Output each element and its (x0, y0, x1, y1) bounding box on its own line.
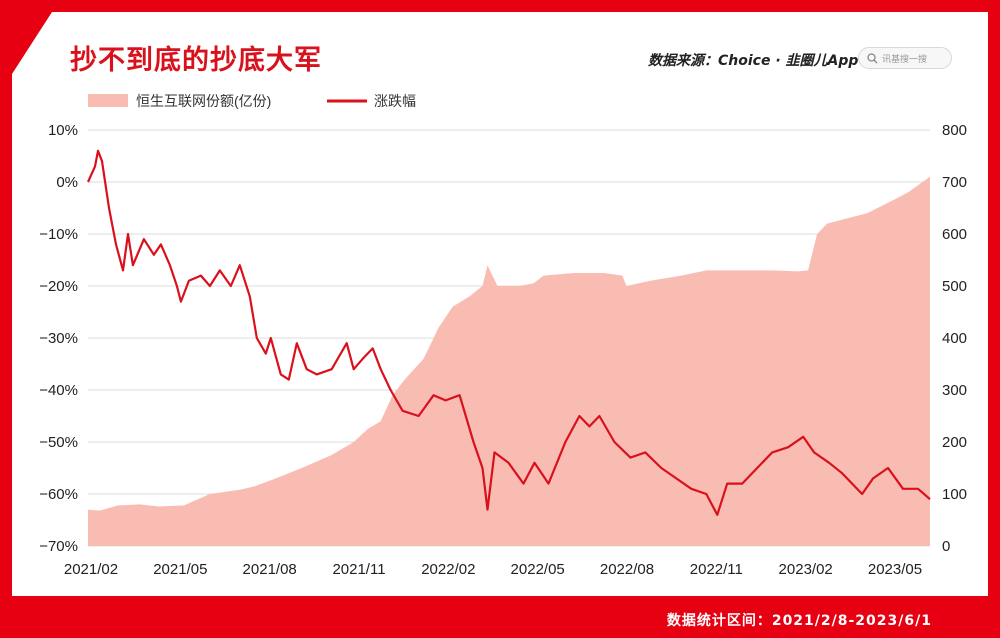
legend-label-area: 恒生互联网份额(亿份) (136, 93, 271, 109)
y-right-tick-label: 300 (942, 382, 967, 399)
x-tick-label: 2021/05 (153, 561, 207, 578)
x-tick-label: 2022/05 (511, 561, 565, 578)
y-left-tick-label: −60% (39, 486, 78, 503)
search-icon (867, 52, 878, 63)
x-tick-label: 2023/05 (868, 561, 922, 578)
legend-label-line: 涨跌幅 (374, 93, 416, 109)
y-left-tick-label: 0% (56, 174, 78, 191)
search-box[interactable]: 讯基搜一搜 (858, 47, 952, 69)
y-right-tick-label: 700 (942, 174, 967, 191)
y-right-tick-label: 400 (942, 330, 967, 347)
footer-date-range: 数据统计区间：2021/2/8-2023/6/1 (666, 613, 932, 629)
page-title: 抄不到底的抄底大军 (70, 45, 322, 76)
line-series-change (86, 149, 931, 516)
y-right-tick-label: 600 (942, 226, 967, 243)
corner-accent (12, 12, 52, 74)
left-axis: 10% 0% −10% −20% −30% −40% −50% −60% −70% (39, 122, 78, 555)
y-left-tick-label: −50% (39, 434, 78, 451)
legend-swatch-area (88, 94, 128, 107)
x-tick-label: 2022/11 (690, 561, 743, 578)
area-layer (88, 176, 930, 547)
y-left-tick-label: −40% (39, 382, 78, 399)
y-right-tick-label: 0 (942, 538, 950, 555)
area-series-shares (88, 176, 930, 547)
search-placeholder: 讯基搜一搜 (882, 54, 928, 65)
legend: 恒生互联网份额(亿份) 涨跌幅 (88, 93, 416, 109)
x-tick-label: 2021/08 (243, 561, 297, 578)
data-source: 数据来源：Choice · 韭圈儿App (648, 53, 859, 69)
x-tick-label: 2022/08 (600, 561, 654, 578)
x-tick-label: 2021/02 (64, 561, 118, 578)
y-right-tick-label: 100 (942, 486, 967, 503)
line-layer (86, 149, 931, 516)
x-tick-label: 2022/02 (421, 561, 475, 578)
y-left-tick-label: −30% (39, 330, 78, 347)
right-axis: 800 700 600 500 400 300 200 100 0 (942, 122, 967, 555)
x-tick-label: 2023/02 (779, 561, 833, 578)
x-tick-label: 2021/11 (332, 561, 385, 578)
y-left-tick-label: −10% (39, 226, 78, 243)
x-axis: 2021/02 2021/05 2021/08 2021/11 2022/02 2022/… (64, 561, 922, 578)
y-left-tick-label: −20% (39, 278, 78, 295)
y-left-tick-label: −70% (39, 538, 78, 555)
y-right-tick-label: 500 (942, 278, 967, 295)
y-left-tick-label: 10% (48, 122, 78, 139)
y-right-tick-label: 800 (942, 122, 967, 139)
y-right-tick-label: 200 (942, 434, 967, 451)
